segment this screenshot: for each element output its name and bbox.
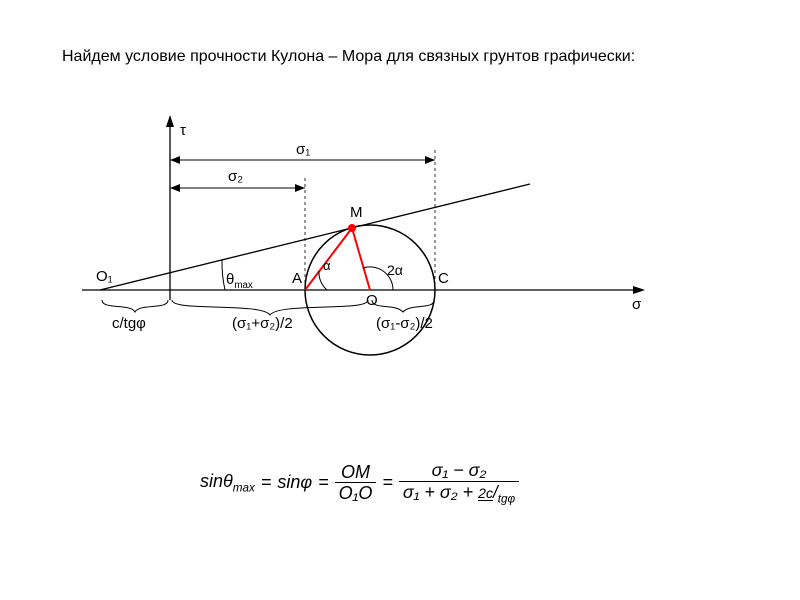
alpha-arc: [319, 271, 327, 290]
brace-c-tg: [102, 300, 168, 312]
dim-sigma2-arr-r: [295, 184, 305, 192]
failure-envelope: [100, 184, 530, 290]
c-over-tg-label: с/tgφ: [112, 315, 146, 332]
sigma-label: σ: [632, 296, 641, 313]
diff-label: (σ₁-σ₂)/2: [376, 315, 433, 332]
tau-label: τ: [180, 122, 186, 139]
two-alpha-label: 2α: [387, 262, 403, 278]
theta-max-arc: [222, 260, 225, 290]
fraction-OM-O1O: OM O₁O: [335, 462, 377, 504]
equation: sinθmax = sinφ = OM O₁O = σ₁ − σ₂ σ₁ + σ…: [200, 460, 519, 506]
alpha-label: α: [323, 258, 331, 273]
dim-sigma2-arr-l: [170, 184, 180, 192]
dim-sigma1-arr-l: [170, 156, 180, 164]
tau-arrow: [166, 115, 174, 127]
O1-label: O₁: [96, 268, 113, 285]
brace-sum: [172, 300, 368, 315]
line-OM: [352, 228, 370, 290]
sigma2-label: σ₂: [228, 168, 243, 185]
A-label: A: [292, 270, 302, 287]
theta-label: θmax: [226, 271, 253, 291]
point-M: [348, 224, 356, 232]
mohr-coulomb-diagram: [0, 0, 800, 600]
C-label: C: [438, 270, 449, 287]
brace-diff: [372, 300, 434, 312]
dim-sigma1-arr-r: [425, 156, 435, 164]
sigma1-label: σ₁: [296, 141, 310, 158]
sigma-arrow: [633, 286, 645, 294]
sum-label: (σ₁+σ₂)/2: [232, 315, 293, 332]
O-label: O: [366, 292, 378, 309]
M-label: M: [350, 204, 363, 221]
fraction-sigma: σ₁ − σ₂ σ₁ + σ₂ + 2c /tgφ: [399, 460, 519, 506]
